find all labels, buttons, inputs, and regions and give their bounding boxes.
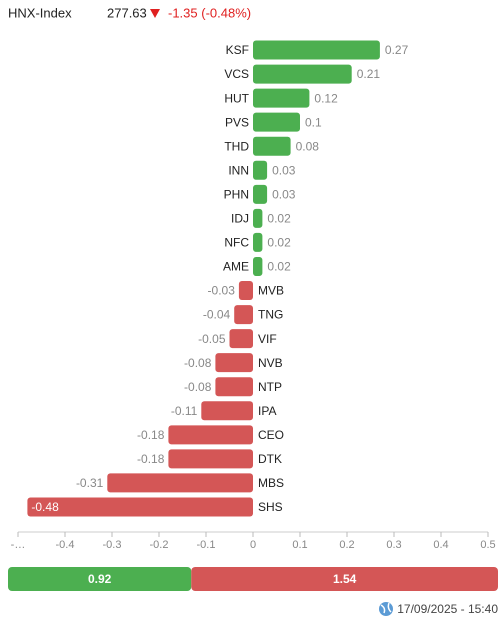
down-arrow: [150, 9, 160, 18]
breadth-label: 1.54: [333, 572, 357, 586]
value-label: 0.27: [385, 43, 409, 57]
x-tick-label: 0.2: [339, 539, 354, 551]
x-tick-label: -0.2: [150, 539, 169, 551]
index-value: 277.63: [107, 5, 147, 20]
category-label: IDJ: [231, 212, 249, 226]
value-label: 0.21: [357, 67, 381, 81]
category-label: CEO: [258, 428, 284, 442]
x-tick-label: 0.3: [386, 539, 401, 551]
bar: [253, 40, 380, 60]
value-label: 0.02: [267, 260, 291, 274]
bar: [107, 473, 253, 493]
category-label: PVS: [225, 115, 249, 129]
x-tick-label: -0.1: [197, 539, 216, 551]
category-label: IPA: [258, 404, 276, 418]
category-label: NVB: [258, 356, 283, 370]
value-label: -0.18: [137, 452, 165, 466]
value-label: -0.03: [208, 284, 236, 298]
bar: [253, 208, 263, 228]
value-label: -0.08: [184, 356, 212, 370]
bar: [215, 353, 253, 373]
bar: [253, 112, 300, 132]
value-label: 0.08: [296, 139, 320, 153]
bar: [229, 329, 253, 349]
bar: [253, 64, 352, 84]
value-label: 0.12: [314, 91, 338, 105]
x-tick-label: -0.4: [56, 539, 75, 551]
bar: [215, 377, 253, 397]
x-tick-label: 0.1: [292, 539, 307, 551]
bar: [168, 449, 253, 469]
category-label: TNG: [258, 308, 283, 322]
category-label: VCS: [224, 67, 249, 81]
value-label: -0.31: [76, 476, 104, 490]
breadth-label: 0.92: [88, 572, 112, 586]
category-label: NTP: [258, 380, 282, 394]
x-tick-label: -…: [11, 539, 26, 551]
value-label: 0.02: [267, 236, 291, 250]
breadth-bar: [8, 567, 192, 591]
category-label: NFC: [224, 236, 249, 250]
value-label: -0.08: [184, 380, 212, 394]
value-label: 0.03: [272, 187, 296, 201]
bar: [201, 401, 253, 421]
x-tick-label: 0.4: [433, 539, 448, 551]
category-label: MVB: [258, 284, 284, 298]
bar: [253, 88, 310, 108]
value-label: -0.05: [198, 332, 226, 346]
value-label: -0.11: [171, 404, 198, 418]
value-label: -0.48: [31, 500, 59, 514]
category-label: THD: [224, 139, 249, 153]
bar: [253, 256, 263, 276]
bar: [253, 232, 263, 252]
category-label: AME: [223, 260, 249, 274]
bar: [253, 160, 268, 180]
category-label: DTK: [258, 452, 282, 466]
bar: [168, 425, 253, 445]
timestamp: 17/09/2025 - 15:40: [397, 602, 498, 616]
index-name: HNX-Index: [8, 5, 72, 20]
globe-icon: [379, 602, 393, 616]
value-label: 0.02: [267, 212, 291, 226]
bar: [253, 136, 291, 156]
category-label: MBS: [258, 476, 284, 490]
bar: [234, 305, 253, 325]
value-label: -0.04: [203, 308, 231, 322]
index-change: -1.35 (-0.48%): [168, 5, 251, 20]
breadth-bar: [191, 567, 499, 591]
x-tick-label: 0: [250, 539, 256, 551]
x-tick-label: -0.3: [103, 539, 122, 551]
category-label: HUT: [224, 91, 249, 105]
bar: [238, 281, 253, 301]
value-label: 0.03: [272, 163, 296, 177]
bar: [253, 184, 268, 204]
x-tick-label: 0.5: [480, 539, 495, 551]
bar: [27, 497, 254, 517]
value-label: 0.1: [305, 115, 322, 129]
value-label: -0.18: [137, 428, 165, 442]
category-label: KSF: [226, 43, 249, 57]
category-label: SHS: [258, 500, 283, 514]
category-label: PHN: [224, 187, 249, 201]
category-label: VIF: [258, 332, 277, 346]
category-label: INN: [228, 163, 249, 177]
